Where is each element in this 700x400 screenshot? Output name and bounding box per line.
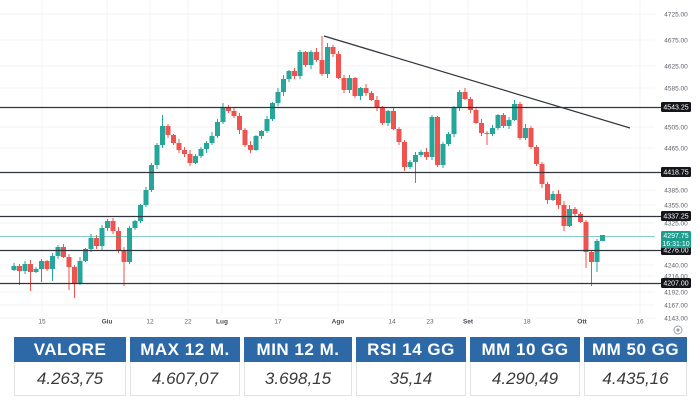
svg-text:4167.00: 4167.00 [664, 303, 688, 310]
svg-text:4143.00: 4143.00 [664, 316, 688, 323]
svg-text:Set: Set [463, 319, 474, 326]
svg-text:4465.00: 4465.00 [664, 146, 688, 153]
svg-text:4216.00: 4216.00 [664, 274, 688, 281]
svg-text:4240.00: 4240.00 [664, 263, 688, 270]
svg-text:4325.00: 4325.00 [664, 221, 688, 228]
svg-text:18: 18 [523, 319, 531, 326]
svg-text:Lug: Lug [216, 319, 228, 326]
svg-text:4725.00: 4725.00 [664, 12, 688, 19]
svg-text:16: 16 [636, 319, 644, 326]
svg-text:4505.00: 4505.00 [664, 125, 688, 132]
svg-text:4585.00: 4585.00 [664, 86, 688, 93]
svg-text:4675.00: 4675.00 [664, 38, 688, 45]
svg-text:12: 12 [146, 319, 154, 326]
svg-text:22: 22 [184, 319, 192, 326]
svg-text:17: 17 [274, 319, 282, 326]
svg-text:4385.00: 4385.00 [664, 188, 688, 195]
svg-text:Giu: Giu [102, 319, 113, 326]
svg-text:4418.75: 4418.75 [663, 170, 688, 177]
svg-text:4297.75: 4297.75 [663, 233, 688, 240]
svg-text:15: 15 [38, 319, 46, 326]
svg-text:4337.25: 4337.25 [663, 214, 688, 221]
svg-text:16:31:10: 16:31:10 [662, 241, 689, 248]
svg-text:4625.00: 4625.00 [664, 64, 688, 71]
svg-text:4207.00: 4207.00 [663, 281, 688, 288]
svg-text:Ott: Ott [577, 319, 587, 326]
svg-text:23: 23 [426, 319, 434, 326]
svg-text:4276.00: 4276.00 [663, 248, 688, 255]
svg-text:4543.25: 4543.25 [663, 105, 688, 112]
svg-text:14: 14 [388, 319, 396, 326]
svg-text:4192.00: 4192.00 [664, 290, 688, 297]
svg-text:4355.00: 4355.00 [664, 203, 688, 210]
svg-text:Ago: Ago [332, 319, 345, 326]
